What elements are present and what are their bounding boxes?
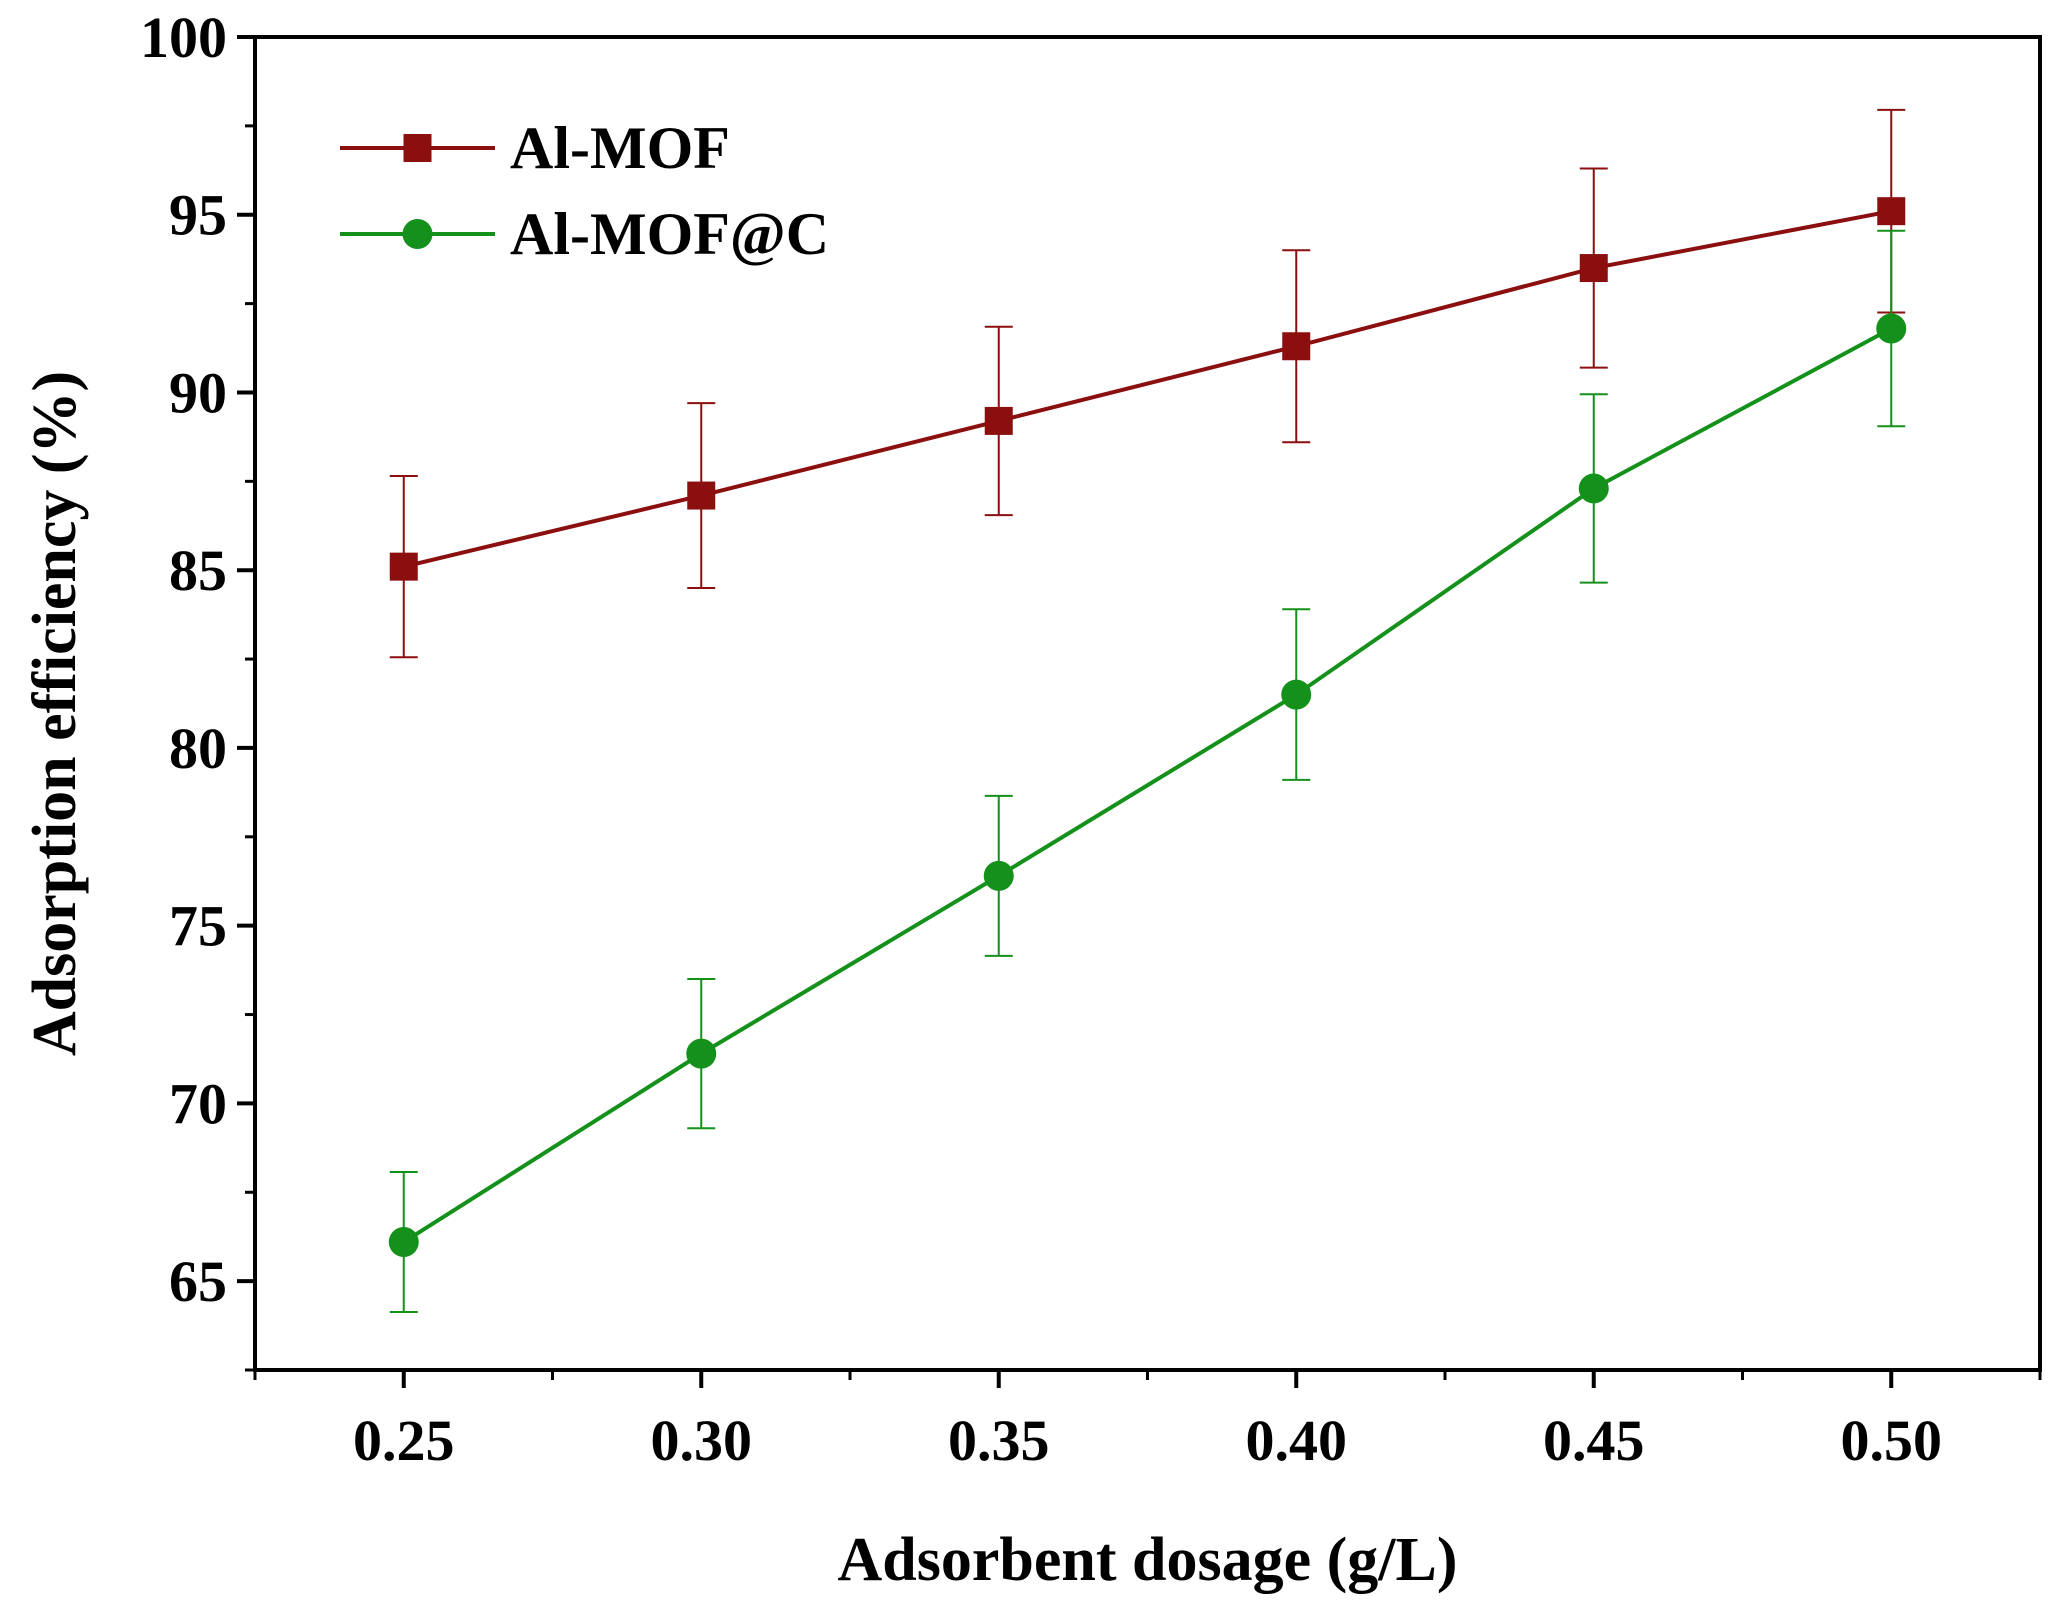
x-tick-label: 0.40 (1246, 1408, 1348, 1473)
y-tick-label: 85 (169, 538, 227, 603)
x-tick-label: 0.35 (948, 1408, 1050, 1473)
data-point-square (1579, 254, 1608, 283)
legend-item: Al-MOF@C (340, 201, 829, 267)
data-point-circle (686, 1038, 717, 1069)
axis-layer: 65 70 75 80 85 90 95 100 0.25 0.30 0.35 0.40 0.45 0.5… (140, 5, 2042, 1473)
data-point-circle (388, 1227, 419, 1258)
y-tick-label: 80 (169, 716, 227, 781)
data-point-circle (1578, 473, 1609, 504)
data-point-circle (1876, 313, 1907, 344)
data-point-circle (1281, 679, 1312, 710)
data-point-square (1282, 332, 1311, 361)
series-layer (388, 108, 1907, 1314)
legend-marker-circle (402, 219, 433, 249)
x-tick-label: 0.30 (651, 1408, 753, 1473)
x-tick-label: 0.25 (353, 1408, 455, 1473)
legend-marker-square (403, 134, 432, 162)
y-tick-label: 100 (140, 5, 227, 70)
data-point-circle (983, 860, 1014, 891)
series-line (403, 209, 1892, 569)
data-point-square (984, 406, 1013, 435)
series-line (402, 326, 1893, 1244)
legend-label: Al-MOF (510, 115, 730, 181)
y-tick-label: 65 (169, 1249, 227, 1314)
data-point-square (1877, 197, 1906, 226)
series-al-mof (389, 108, 1906, 659)
y-tick-label: 90 (169, 360, 227, 425)
x-tick-label: 0.45 (1543, 1408, 1645, 1473)
data-point-square (389, 552, 418, 581)
y-tick-label: 70 (169, 1071, 227, 1136)
legend: Al-MOF Al-MOF@C (340, 115, 829, 267)
legend-item: Al-MOF (340, 115, 730, 181)
series-al-mof-c (388, 229, 1907, 1314)
legend-label: Al-MOF@C (510, 201, 829, 267)
y-tick-label: 95 (169, 183, 227, 248)
y-axis-title: Adsorption efficiency (%) (21, 371, 89, 1056)
data-point-square (687, 481, 716, 510)
y-tick-label: 75 (169, 894, 227, 959)
x-axis-title: Adsorbent dosage (g/L) (837, 1526, 1457, 1594)
x-tick-label: 0.50 (1841, 1408, 1943, 1473)
